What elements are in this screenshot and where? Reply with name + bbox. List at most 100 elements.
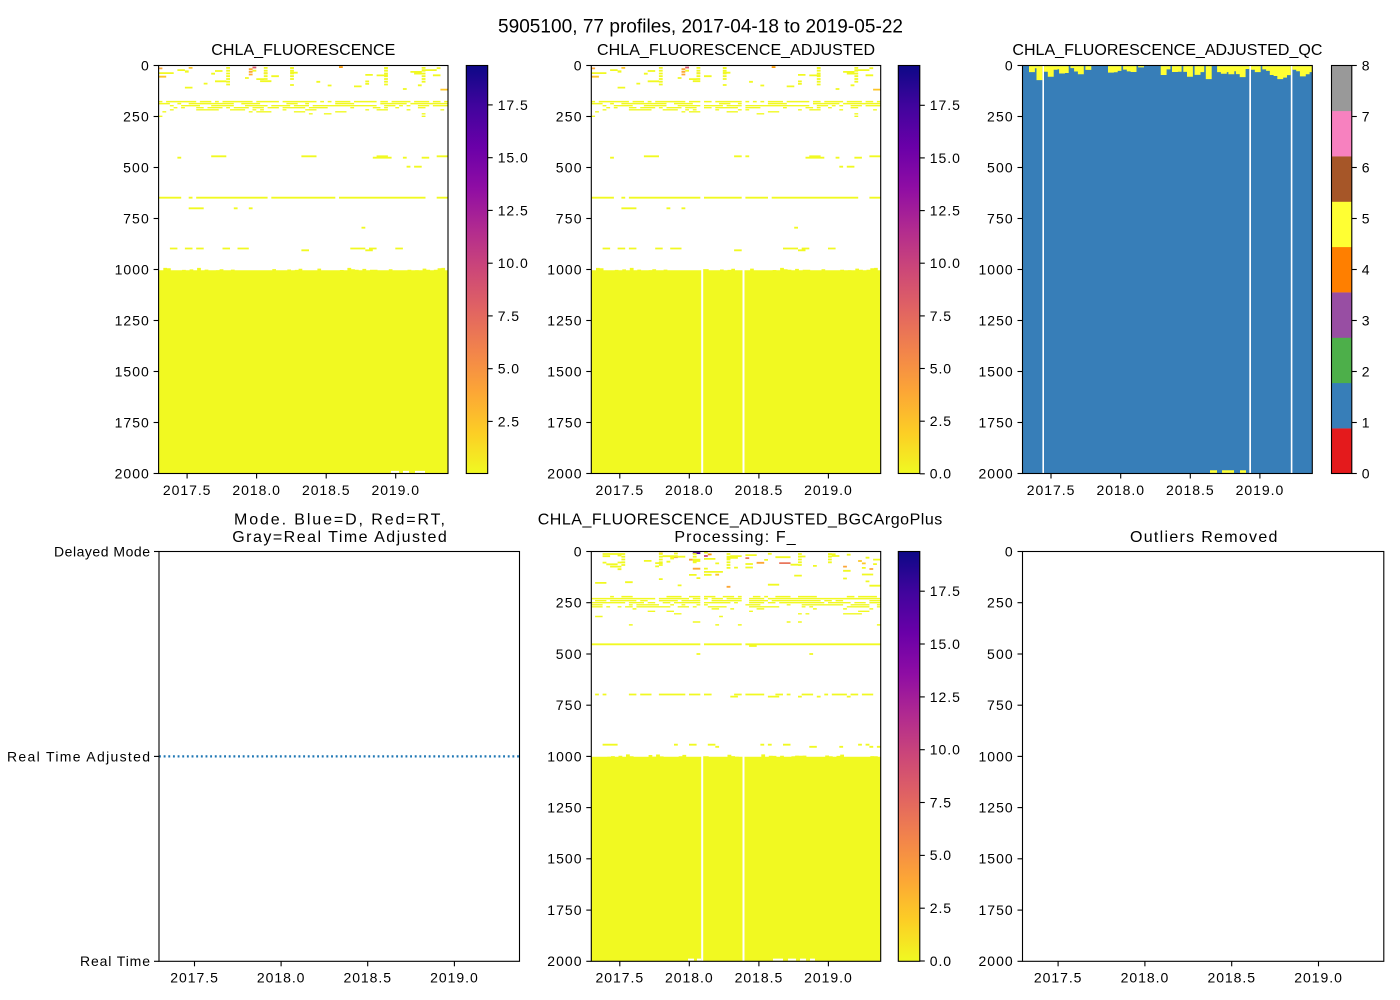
svg-text:15.0: 15.0 <box>930 636 961 652</box>
svg-text:1000: 1000 <box>979 261 1014 277</box>
svg-text:5: 5 <box>1362 210 1370 226</box>
svg-text:2.5: 2.5 <box>930 413 952 429</box>
svg-text:1500: 1500 <box>979 851 1014 867</box>
svg-text:1750: 1750 <box>547 902 582 918</box>
svg-text:15.0: 15.0 <box>930 150 961 166</box>
svg-text:7.5: 7.5 <box>930 308 952 324</box>
svg-text:1500: 1500 <box>547 851 582 867</box>
svg-text:12.5: 12.5 <box>930 689 961 705</box>
svg-text:0: 0 <box>574 57 583 73</box>
svg-text:2018.5: 2018.5 <box>302 482 351 498</box>
svg-text:1750: 1750 <box>115 414 150 430</box>
svg-text:2000: 2000 <box>979 465 1014 481</box>
svg-text:2000: 2000 <box>979 953 1014 969</box>
svg-text:12.5: 12.5 <box>930 203 961 219</box>
svg-text:1000: 1000 <box>547 261 582 277</box>
svg-text:7.5: 7.5 <box>930 794 952 810</box>
svg-text:1000: 1000 <box>547 748 582 764</box>
svg-text:7.5: 7.5 <box>498 308 520 324</box>
svg-text:6: 6 <box>1362 159 1370 175</box>
svg-text:2018.0: 2018.0 <box>1096 482 1145 498</box>
svg-text:Delayed Mode: Delayed Mode <box>54 543 150 559</box>
svg-text:1250: 1250 <box>979 312 1014 328</box>
svg-text:0: 0 <box>1005 543 1014 559</box>
svg-text:2.5: 2.5 <box>498 413 520 429</box>
svg-text:2018.0: 2018.0 <box>1121 969 1170 985</box>
svg-text:1000: 1000 <box>115 261 150 277</box>
svg-text:0: 0 <box>1005 57 1014 73</box>
svg-text:CHLA_FLUORESCENCE: CHLA_FLUORESCENCE <box>211 42 395 59</box>
svg-text:8: 8 <box>1362 57 1370 73</box>
svg-text:2018.5: 2018.5 <box>735 482 784 498</box>
svg-text:7: 7 <box>1362 108 1370 124</box>
svg-text:2019.0: 2019.0 <box>804 969 853 985</box>
svg-text:17.5: 17.5 <box>930 583 961 599</box>
svg-text:1250: 1250 <box>547 800 582 816</box>
svg-text:Real Time Adjusted: Real Time Adjusted <box>7 748 150 764</box>
svg-text:2017.5: 2017.5 <box>163 482 212 498</box>
svg-text:4: 4 <box>1362 261 1370 277</box>
svg-text:2.5: 2.5 <box>930 900 952 916</box>
svg-text:1250: 1250 <box>115 312 150 328</box>
svg-text:500: 500 <box>556 646 583 662</box>
svg-text:500: 500 <box>556 159 583 175</box>
svg-text:2019.0: 2019.0 <box>371 482 420 498</box>
svg-text:1750: 1750 <box>547 414 582 430</box>
svg-text:1750: 1750 <box>979 414 1014 430</box>
svg-text:CHLA_FLUORESCENCE_ADJUSTED_BGC: CHLA_FLUORESCENCE_ADJUSTED_BGCArgoPlus <box>538 511 943 528</box>
svg-text:1500: 1500 <box>979 363 1014 379</box>
svg-text:5.0: 5.0 <box>498 361 520 377</box>
svg-text:2019.0: 2019.0 <box>430 969 479 985</box>
svg-text:250: 250 <box>556 108 583 124</box>
svg-text:10.0: 10.0 <box>930 255 961 271</box>
svg-text:15.0: 15.0 <box>498 150 529 166</box>
svg-text:1500: 1500 <box>547 363 582 379</box>
svg-text:0: 0 <box>574 543 583 559</box>
svg-text:2018.5: 2018.5 <box>735 969 784 985</box>
svg-text:3: 3 <box>1362 312 1370 328</box>
svg-text:750: 750 <box>556 210 583 226</box>
svg-text:1250: 1250 <box>547 312 582 328</box>
svg-text:1500: 1500 <box>115 363 150 379</box>
svg-text:250: 250 <box>987 595 1014 611</box>
svg-text:2017.5: 2017.5 <box>596 969 645 985</box>
svg-text:2017.5: 2017.5 <box>170 969 219 985</box>
svg-text:5.0: 5.0 <box>930 847 952 863</box>
svg-text:Gray=Real Time Adjusted: Gray=Real Time Adjusted <box>232 529 447 546</box>
svg-text:2018.0: 2018.0 <box>232 482 281 498</box>
svg-text:2017.5: 2017.5 <box>1027 482 1076 498</box>
svg-text:2018.0: 2018.0 <box>665 482 714 498</box>
svg-text:1: 1 <box>1362 414 1370 430</box>
svg-text:Outliers Removed: Outliers Removed <box>1130 529 1278 546</box>
svg-text:2000: 2000 <box>115 465 150 481</box>
svg-text:0: 0 <box>1362 465 1370 481</box>
svg-text:2017.5: 2017.5 <box>1034 969 1083 985</box>
svg-text:500: 500 <box>987 646 1014 662</box>
svg-text:10.0: 10.0 <box>930 742 961 758</box>
svg-text:0.0: 0.0 <box>930 466 952 482</box>
svg-text:0.0: 0.0 <box>930 953 952 969</box>
svg-text:2018.0: 2018.0 <box>257 969 306 985</box>
svg-text:750: 750 <box>556 697 583 713</box>
svg-text:2: 2 <box>1362 363 1370 379</box>
svg-text:2019.0: 2019.0 <box>1294 969 1343 985</box>
svg-text:Processing: F_: Processing: F_ <box>674 529 796 546</box>
svg-text:2018.5: 2018.5 <box>343 969 392 985</box>
svg-text:250: 250 <box>123 108 150 124</box>
svg-text:17.5: 17.5 <box>498 97 529 113</box>
svg-text:750: 750 <box>987 210 1014 226</box>
svg-text:1000: 1000 <box>979 748 1014 764</box>
svg-text:5905100, 77 profiles, 2017-04-: 5905100, 77 profiles, 2017-04-18 to 2019… <box>498 17 903 38</box>
svg-text:17.5: 17.5 <box>930 97 961 113</box>
svg-text:500: 500 <box>123 159 150 175</box>
svg-text:2019.0: 2019.0 <box>1236 482 1285 498</box>
svg-text:Mode. Blue=D, Red=RT,: Mode. Blue=D, Red=RT, <box>234 511 445 528</box>
svg-text:Real Time: Real Time <box>80 953 150 969</box>
svg-text:5.0: 5.0 <box>930 360 952 376</box>
svg-text:250: 250 <box>556 595 583 611</box>
svg-text:1250: 1250 <box>979 800 1014 816</box>
svg-text:750: 750 <box>123 210 150 226</box>
svg-text:2000: 2000 <box>547 953 582 969</box>
svg-text:2018.5: 2018.5 <box>1207 969 1256 985</box>
svg-text:750: 750 <box>987 697 1014 713</box>
